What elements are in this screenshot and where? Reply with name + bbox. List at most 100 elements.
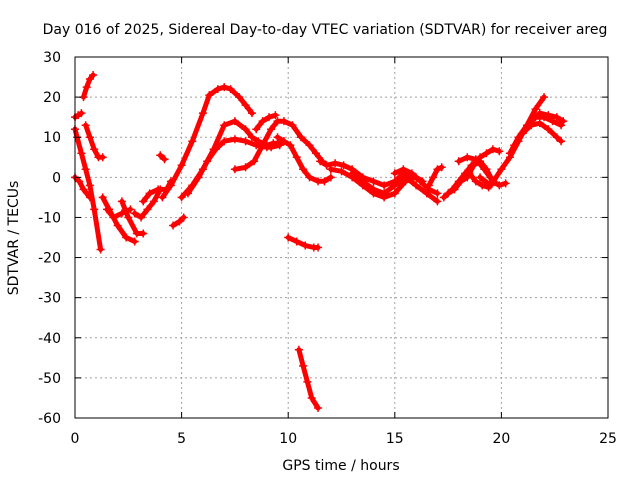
data-point (433, 165, 442, 174)
data-point (81, 121, 90, 130)
data-point (326, 165, 335, 174)
data-point (299, 165, 308, 174)
data-point (183, 189, 192, 198)
data-point (235, 93, 244, 102)
tick-labels: 0 5 10 15 20 25 -60 -50 -40 -30 -20 -10 0 10 20 30 (38, 50, 617, 447)
data-point (75, 177, 84, 186)
data-point (433, 197, 442, 206)
data-point (407, 169, 416, 178)
y-tick-label: 10 (43, 130, 61, 146)
y-tick-label: -30 (38, 291, 61, 307)
gridlines (75, 57, 608, 418)
data-point (478, 181, 487, 190)
data-point (247, 133, 256, 142)
data-point (518, 129, 527, 138)
data-point (535, 109, 544, 118)
data-point (279, 117, 288, 126)
series-arc-a (81, 72, 96, 100)
data-point (305, 173, 314, 182)
y-tick-label: -60 (38, 411, 61, 427)
y-tick-label: 20 (43, 90, 61, 106)
data-point (314, 403, 323, 412)
data-point (241, 101, 250, 110)
data-point (198, 109, 207, 118)
data-point (444, 189, 453, 198)
data-point (495, 181, 504, 190)
data-point (220, 121, 229, 130)
data-point (301, 241, 310, 250)
data-point (284, 233, 293, 242)
data-point (303, 377, 312, 386)
data-point (230, 135, 239, 144)
data-point (292, 153, 301, 162)
data-point (437, 163, 446, 172)
data-point (311, 149, 320, 158)
data-point (305, 141, 314, 150)
data-point (501, 179, 510, 188)
data-point (82, 83, 91, 92)
data-point (369, 177, 378, 186)
data-point (177, 193, 186, 202)
data-point (314, 243, 323, 252)
data-point (412, 181, 421, 190)
data-point (416, 177, 425, 186)
chart-title: Day 016 of 2025, Sidereal Day-to-day VTE… (43, 22, 608, 38)
data-point (143, 205, 152, 214)
data-point (271, 111, 280, 120)
data-point (275, 141, 284, 150)
data-point (220, 137, 229, 146)
x-tick-label: 5 (177, 431, 186, 447)
data-point (535, 119, 544, 128)
y-axis-label: SDTVAR / TECUs (6, 181, 22, 296)
data-point (390, 189, 399, 198)
data-point (294, 345, 303, 354)
data-point (337, 167, 346, 176)
data-point (250, 157, 259, 166)
data-point (265, 113, 274, 122)
data-point (540, 93, 549, 102)
data-point (390, 181, 399, 190)
y-tick-label: -40 (38, 331, 61, 347)
data-point (252, 125, 261, 134)
data-point (465, 169, 474, 178)
data-point (544, 125, 553, 134)
data-point (130, 209, 139, 218)
data-point (454, 157, 463, 166)
data-point (145, 189, 154, 198)
data-point (369, 185, 378, 194)
data-point (339, 161, 348, 170)
x-tick-label: 0 (71, 431, 80, 447)
data-point (488, 145, 497, 154)
data-point (241, 163, 250, 172)
data-point (279, 137, 288, 146)
series-arc-t (296, 347, 321, 411)
data-point (471, 177, 480, 186)
data-point (230, 117, 239, 126)
plot-frame (74, 56, 609, 419)
data-point (124, 213, 133, 222)
data-point (177, 161, 186, 170)
data-point (320, 177, 329, 186)
data-point (258, 117, 267, 126)
data-point (226, 85, 235, 94)
data-point (288, 121, 297, 130)
data-point (429, 173, 438, 182)
data-point (390, 169, 399, 178)
data-point (122, 233, 131, 242)
data-point (139, 229, 148, 238)
data-point (213, 85, 222, 94)
data-point (77, 149, 86, 158)
data-traces (71, 71, 568, 412)
data-point (296, 133, 305, 142)
data-point (399, 165, 408, 174)
data-point (175, 217, 184, 226)
data-point (326, 173, 335, 182)
data-point (117, 197, 126, 206)
data-point (85, 193, 94, 202)
data-point (241, 137, 250, 146)
data-point (179, 213, 188, 222)
x-tick-label: 25 (599, 431, 617, 447)
data-point (401, 173, 410, 182)
data-point (137, 213, 146, 222)
